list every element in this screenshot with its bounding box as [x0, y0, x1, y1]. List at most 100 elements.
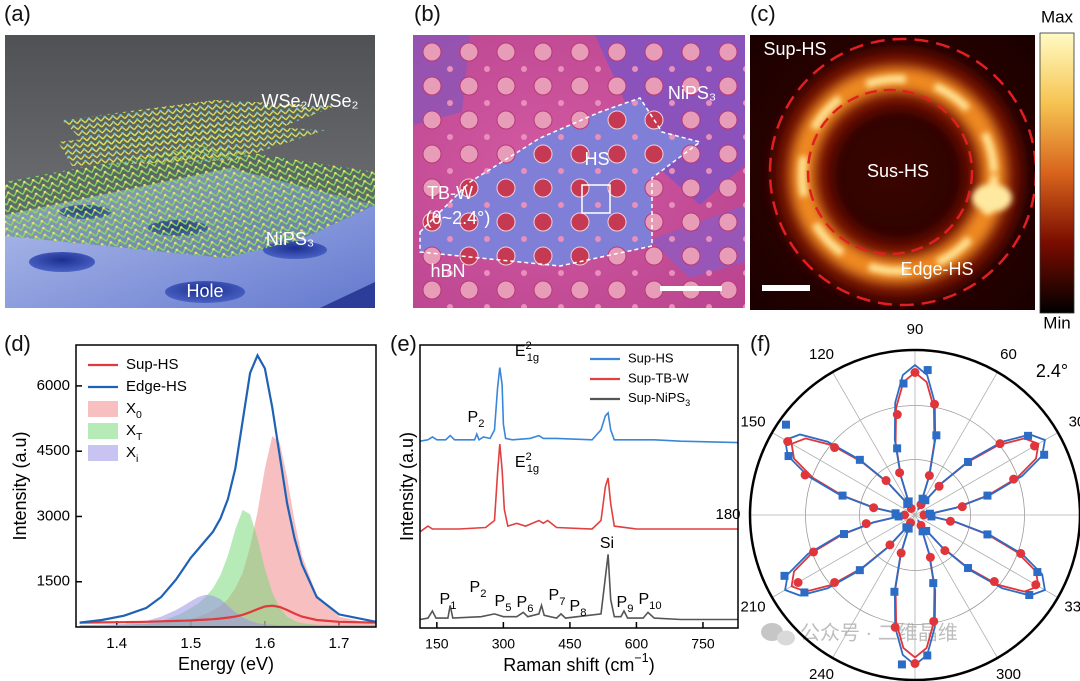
- panel-label: (d): [4, 331, 31, 356]
- y-axis-label: Intensity (a.u): [397, 432, 417, 541]
- data-point: [895, 468, 905, 478]
- hole: [496, 110, 516, 130]
- data-point: [892, 410, 902, 420]
- legend-label-text: X: [126, 400, 136, 417]
- hole: [484, 100, 490, 106]
- data-point: [783, 437, 793, 446]
- nips3-flake: [595, 35, 745, 205]
- hole: [484, 304, 490, 308]
- annotation-sub: 10: [649, 600, 661, 612]
- x-tick-label: 150: [425, 636, 449, 652]
- annotation: P2: [470, 579, 487, 600]
- outer-circle: [748, 348, 1080, 681]
- hole: [706, 304, 712, 308]
- hole: [165, 281, 245, 303]
- hole: [484, 236, 490, 242]
- hole: [681, 212, 701, 232]
- hole: [459, 246, 479, 266]
- hole: [533, 280, 553, 300]
- panel-label: (e): [390, 331, 417, 356]
- panel-label: (a): [4, 1, 31, 26]
- hole: [484, 66, 490, 72]
- chart: 150 300 450 600 750 Raman shift (cm−1) Intensi…: [397, 340, 739, 675]
- data-point: [780, 571, 789, 580]
- data-point: [910, 659, 920, 668]
- hole: [607, 144, 627, 164]
- y-tick-label: 1500: [37, 573, 70, 590]
- data-point: [932, 431, 941, 440]
- data-point: [830, 443, 840, 453]
- hole: [496, 144, 516, 164]
- hole: [570, 42, 590, 62]
- pl-hotspots: [798, 75, 998, 275]
- data-point: [838, 491, 847, 500]
- hole: [669, 236, 675, 242]
- data-point: [940, 546, 950, 556]
- label: NiPS₃: [266, 229, 314, 249]
- hole: [521, 66, 527, 72]
- data-point: [890, 622, 900, 632]
- label: WSe₂/WSe₂: [262, 91, 359, 111]
- data-point: [793, 578, 803, 587]
- data-point: [989, 577, 999, 587]
- line: [419, 367, 739, 444]
- hole: [743, 100, 745, 106]
- hole: [718, 110, 738, 130]
- area: [79, 594, 376, 627]
- hole: [422, 280, 442, 300]
- hole: [595, 134, 601, 140]
- data-point: [964, 457, 973, 466]
- label: hBN: [430, 261, 465, 281]
- hole: [521, 270, 527, 276]
- colorbar-max: Max: [1041, 7, 1074, 26]
- annotation-text: P: [495, 593, 506, 610]
- hole: [669, 100, 675, 106]
- legend-label: X0: [126, 400, 142, 421]
- hole: [632, 270, 638, 276]
- hole: [533, 76, 553, 96]
- data-point: [1030, 441, 1040, 451]
- axes-frame: [419, 344, 739, 629]
- annotation: P7: [549, 587, 566, 608]
- data-point: [910, 368, 920, 377]
- scale-bar: [762, 285, 810, 291]
- legend-swatch: [88, 401, 118, 417]
- theta-tick-label: 30: [1069, 413, 1080, 430]
- x-axis-label-tail: ): [649, 655, 655, 675]
- theta-tick-label: 240: [809, 666, 834, 681]
- annotation-text: P: [517, 594, 528, 611]
- annotation-sub: 9: [627, 603, 633, 615]
- legend-label: Sup-HS: [628, 350, 674, 365]
- hole: [447, 304, 453, 308]
- hole: [533, 212, 553, 232]
- legend-label: XT: [126, 422, 143, 443]
- x-axis-label: Raman shift (cm−1): [503, 651, 654, 674]
- theta-tick-label: 300: [996, 666, 1021, 681]
- hole: [644, 246, 664, 266]
- data-point: [1016, 548, 1026, 558]
- hole: [607, 76, 627, 96]
- data-point: [881, 476, 891, 486]
- watermark-icon: [777, 630, 795, 646]
- hole: [632, 168, 638, 174]
- hole: [718, 42, 738, 62]
- x-axis-label: Energy (eV): [178, 654, 274, 674]
- panel-label: (b): [414, 1, 441, 26]
- hole: [669, 202, 675, 208]
- data-point: [934, 481, 944, 491]
- hole: [521, 236, 527, 242]
- nips3-lattice: [5, 145, 375, 258]
- polar-chart: 03060901201501802102402703003302.4°: [715, 321, 1080, 681]
- x-tick-label: 1.5: [180, 635, 201, 652]
- legend-label-sub: 0: [136, 409, 142, 421]
- annotation-sub: 5: [505, 602, 511, 614]
- hole: [669, 270, 675, 276]
- data-point: [995, 439, 1005, 449]
- label: NiPS₃: [668, 83, 716, 103]
- hole: [496, 246, 516, 266]
- x-tick-label: 450: [558, 636, 582, 652]
- hole: [595, 168, 601, 174]
- theta-tick-label: 60: [1000, 346, 1017, 363]
- hole: [459, 178, 479, 198]
- data-point: [1031, 580, 1041, 590]
